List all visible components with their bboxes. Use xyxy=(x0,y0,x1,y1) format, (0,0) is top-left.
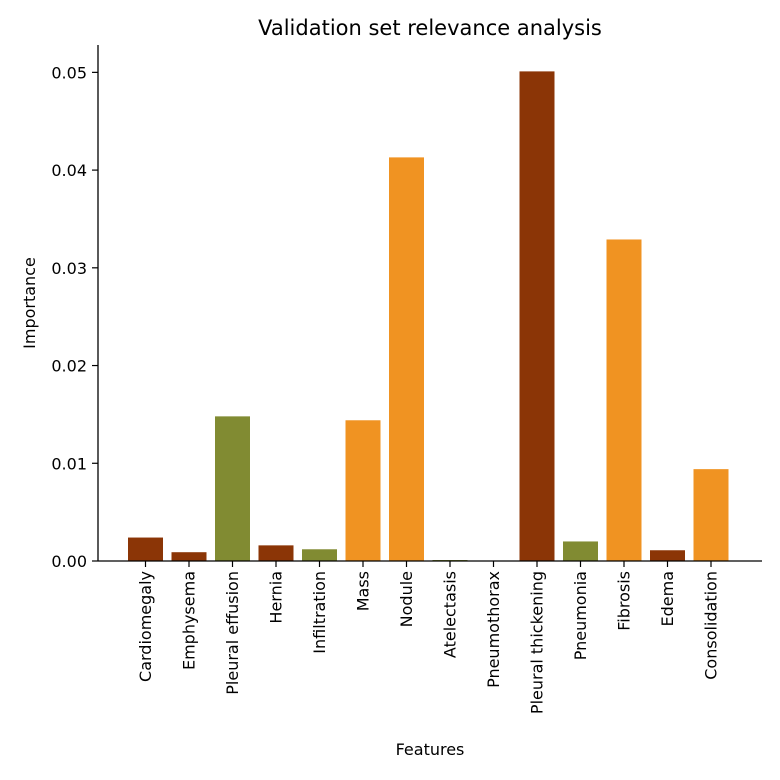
x-tick-label: Mass xyxy=(354,571,373,611)
bar-consolidation xyxy=(693,469,729,561)
bar-pleural-effusion xyxy=(215,416,250,561)
chart-title: Validation set relevance analysis xyxy=(258,16,602,40)
bar-mass xyxy=(345,420,381,561)
y-axis-label: Importance xyxy=(20,257,39,349)
y-tick-label: 0.04 xyxy=(51,161,87,180)
x-tick-label: Pneumothorax xyxy=(484,571,503,688)
x-tick-label: Pleural thickening xyxy=(528,571,547,714)
x-tick-label: Hernia xyxy=(267,571,286,624)
y-axis-ticks: 0.00 0.01 0.02 0.03 0.04 0.05 xyxy=(51,63,98,571)
y-tick-label: 0.01 xyxy=(51,454,87,473)
bars-group xyxy=(128,71,729,562)
bar-pneumonia xyxy=(563,541,598,561)
x-tick-label: Pneumonia xyxy=(571,571,590,660)
x-tick-label: Edema xyxy=(658,571,677,627)
bar-infiltration xyxy=(302,549,337,561)
y-tick-label: 0.00 xyxy=(51,552,87,571)
x-tick-label: Pleural effusion xyxy=(223,571,242,695)
bar-hernia xyxy=(258,545,294,561)
x-tick-label: Infiltration xyxy=(310,571,329,654)
bar-fibrosis xyxy=(606,239,642,561)
y-tick-label: 0.05 xyxy=(51,63,87,82)
x-tick-label: Consolidation xyxy=(702,571,721,680)
y-tick-label: 0.03 xyxy=(51,259,87,278)
x-tick-label: Atelectasis xyxy=(441,571,460,658)
bar-nodule xyxy=(389,157,424,562)
x-tick-label: Cardiomegaly xyxy=(136,571,155,682)
bar-cardiomegaly xyxy=(128,537,163,561)
x-axis-label: Features xyxy=(396,740,465,759)
x-tick-label: Fibrosis xyxy=(615,571,634,631)
bar-pleural-thickening xyxy=(519,71,555,562)
x-axis-ticks: Cardiomegaly Emphysema Pleural effusion Her… xyxy=(136,561,721,714)
bar-edema xyxy=(650,550,685,561)
x-tick-label: Emphysema xyxy=(180,571,199,670)
bar-emphysema xyxy=(171,552,207,561)
x-tick-label: Nodule xyxy=(397,571,416,627)
y-tick-label: 0.02 xyxy=(51,357,87,376)
